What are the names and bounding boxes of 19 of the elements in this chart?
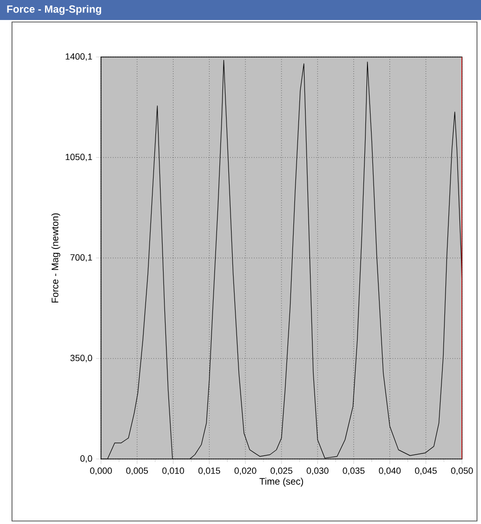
x-tick-label: 0,000 — [90, 468, 112, 475]
x-tick-label: 0,035 — [342, 468, 365, 475]
y-tick-label: 1400,1 — [66, 53, 92, 61]
y-tick-label: 700,1 — [70, 254, 92, 262]
y-tick-label: 350,0 — [70, 354, 92, 362]
x-axis-title: Time (sec) — [260, 478, 304, 487]
x-tick-label: 0,015 — [198, 468, 220, 475]
x-tick-label: 0,040 — [378, 468, 401, 475]
y-tick-label: 0,0 — [80, 455, 92, 463]
x-tick-label: 0,020 — [234, 468, 256, 475]
x-tick-label: 0,005 — [126, 468, 148, 475]
x-tick-label: 0,030 — [306, 468, 328, 475]
x-tick-label: 0,050 — [451, 468, 473, 475]
x-tick-label: 0,025 — [270, 468, 292, 475]
y-axis-title: Force - Mag (newton) — [51, 213, 60, 302]
x-tick-label: 0,010 — [162, 468, 184, 475]
x-tick-label: 0,045 — [415, 468, 437, 475]
chart-title: Force - Mag-Spring — [7, 5, 102, 15]
y-tick-label: 1050,1 — [66, 154, 92, 162]
